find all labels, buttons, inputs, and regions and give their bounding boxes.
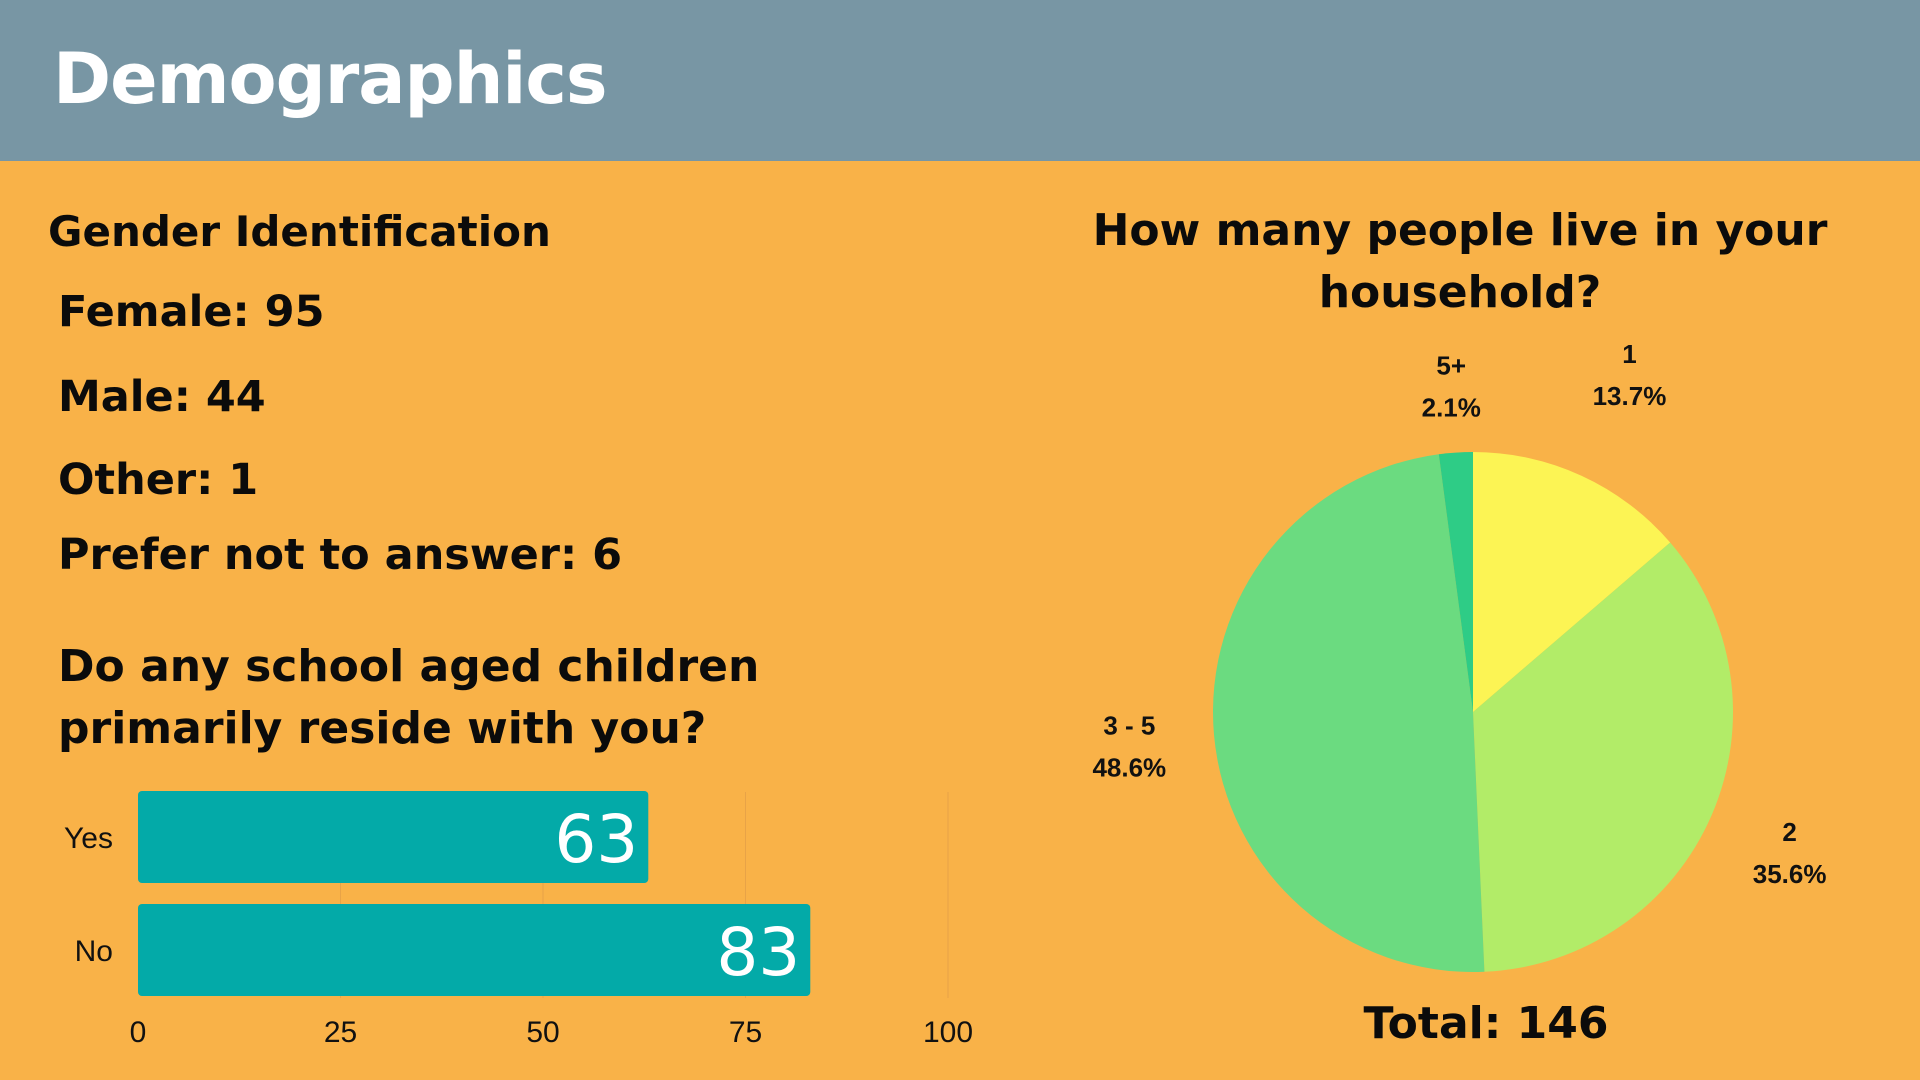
pie-slice-5-plus [1438,452,1473,712]
page-title: Demographics [53,38,608,120]
x-tick-label: 100 [923,1016,973,1049]
gender-item-female: Female: 95 [58,287,325,337]
bar-value-label: 63 [554,801,638,878]
pie-slice-2 [1473,542,1733,972]
x-tick-label: 25 [324,1016,357,1049]
children-question-heading: Do any school aged children primarily re… [58,641,760,754]
pie-category-label: 5+ [1436,351,1466,381]
gender-heading: Gender Identification [48,207,551,256]
gender-item-male: Male: 44 [58,372,266,422]
household-total: Total: 146 [1363,998,1609,1049]
y-category-label: Yes [64,822,113,855]
pie-slice-3-5 [1212,454,1485,972]
x-tick-label: 75 [729,1016,762,1049]
gender-item-other: Other: 1 [58,455,259,505]
children-bar-chart: 0 25 50 75 100 Yes 63 No 83 [64,791,973,1049]
pie-category-label: 2 [1782,817,1796,847]
pie-category-label: 1 [1622,340,1636,369]
gender-item-prefer-not: Prefer not to answer: 6 [58,530,623,580]
household-pie-chart: 1 13.7% 2 35.6% 3 - 5 48.6% 5+ 2.1% [1092,340,1827,972]
bar-value-label: 83 [716,914,800,991]
pie-percent-label: 13.7% [1593,381,1667,411]
pie-category-label: 3 - 5 [1103,710,1155,740]
x-tick-label: 50 [526,1016,559,1049]
bar-yes [138,791,649,883]
pie-percent-label: 48.6% [1092,752,1166,782]
bar-no [138,904,811,996]
pie-percent-label: 35.6% [1753,859,1827,889]
y-category-label: No [75,935,113,968]
pie-percent-label: 2.1% [1422,393,1481,423]
x-tick-label: 0 [130,1016,147,1049]
pie-slice-1 [1473,452,1671,712]
header-bar: Demographics [0,0,1920,161]
household-chart-title: How many people live in your household? [1092,205,1828,318]
